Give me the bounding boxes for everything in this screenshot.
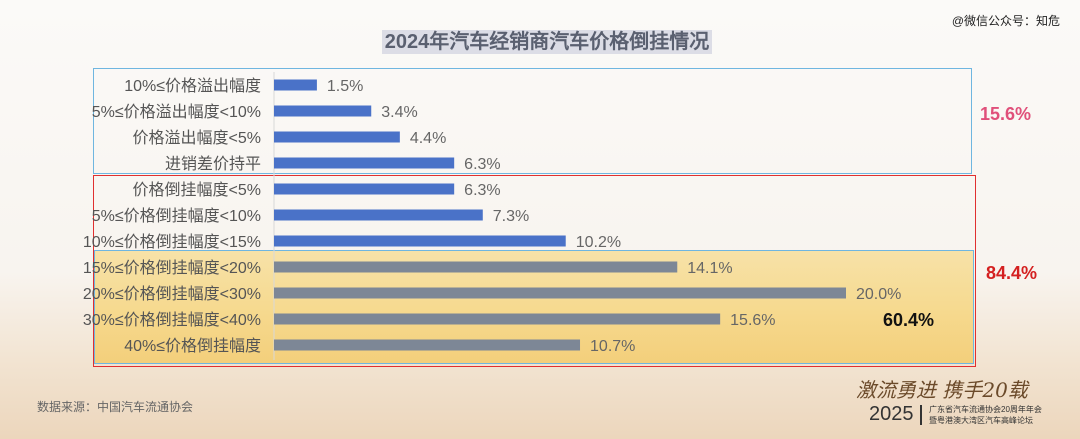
- category-label: 40%≤价格倒挂幅度: [124, 337, 261, 355]
- category-label: 10%≤价格溢出幅度: [124, 77, 261, 95]
- bar: [274, 313, 721, 325]
- value-label: 7.3%: [493, 208, 529, 225]
- bar: [274, 261, 678, 273]
- value-label: 10.2%: [576, 234, 621, 251]
- bar: [274, 287, 846, 299]
- bar: [274, 105, 372, 117]
- value-label: 15.6%: [730, 312, 775, 329]
- category-label: 30%≤价格倒挂幅度<40%: [83, 311, 261, 329]
- bar: [274, 157, 455, 169]
- value-label: 3.4%: [381, 104, 417, 121]
- value-label: 20.0%: [856, 286, 901, 303]
- chart-title: 2024年汽车经销商汽车价格倒挂情况: [0, 25, 1080, 54]
- category-label: 15%≤价格倒挂幅度<20%: [83, 259, 261, 277]
- event-year: 2025: [869, 403, 914, 425]
- category-label: 5%≤价格倒挂幅度<10%: [92, 207, 261, 225]
- bar: [274, 235, 566, 247]
- logo-divider: [920, 405, 922, 425]
- category-label: 价格倒挂幅度<5%: [133, 181, 261, 199]
- category-label: 进销差价持平: [165, 155, 261, 173]
- category-label: 10%≤价格倒挂幅度<15%: [83, 233, 261, 251]
- bar: [274, 209, 483, 221]
- data-source: 数据来源：中国汽车流通协会: [37, 400, 194, 414]
- group-box-84: [93, 175, 976, 367]
- category-label: 20%≤价格倒挂幅度<30%: [83, 285, 261, 303]
- group-total-15: 15.6%: [980, 104, 1032, 124]
- group-total-84: 84.4%: [986, 263, 1038, 283]
- value-label: 6.3%: [464, 182, 500, 199]
- value-label: 1.5%: [327, 78, 363, 95]
- value-label: 6.3%: [464, 156, 500, 173]
- group-box-15: [93, 68, 972, 174]
- value-label: 4.4%: [410, 130, 446, 147]
- event-name-line2: 暨粤港澳大湾区汽车高峰论坛: [929, 416, 1033, 425]
- category-label: 价格溢出幅度<5%: [133, 129, 261, 147]
- chart-title-text: 2024年汽车经销商汽车价格倒挂情况: [381, 30, 713, 54]
- bar: [274, 183, 455, 195]
- bar: [274, 131, 400, 143]
- bar: [274, 79, 317, 91]
- bar: [274, 339, 581, 351]
- value-label: 14.1%: [687, 260, 732, 277]
- event-name-line1: 广东省汽车流通协会20周年年会: [929, 405, 1042, 414]
- event-slogan: 激流勇进 携手20载: [856, 378, 1028, 402]
- category-label: 5%≤价格溢出幅度<10%: [92, 103, 261, 121]
- group-total-60: 60.4%: [883, 310, 935, 330]
- watermark: @微信公众号：知危: [951, 14, 1060, 28]
- value-label: 10.7%: [590, 338, 635, 355]
